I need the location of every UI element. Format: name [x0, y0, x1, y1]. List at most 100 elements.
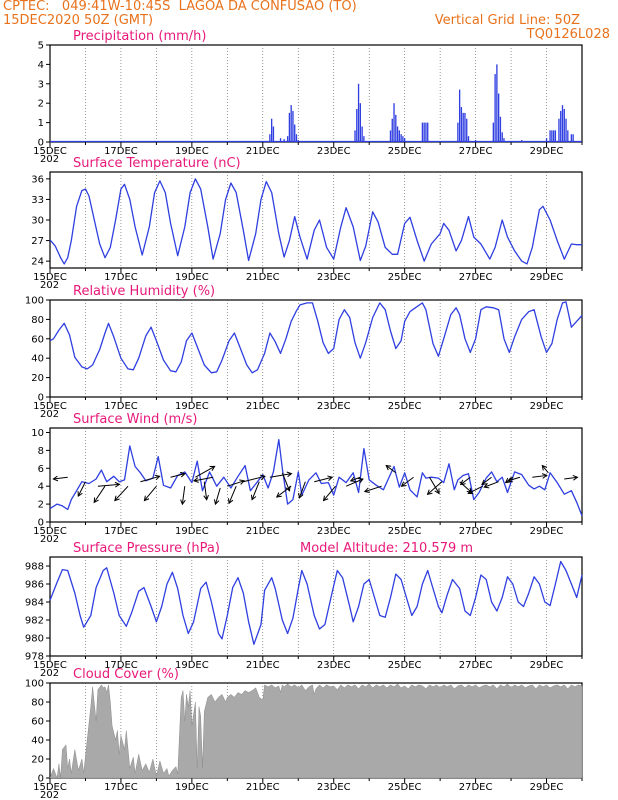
precip-bar: [393, 103, 395, 142]
precip-bar: [292, 110, 294, 142]
panel-2-ytick-label: 80: [31, 315, 44, 326]
wind-arrow-shaft: [114, 485, 129, 501]
panel-3-title: Surface Wind (m/s): [73, 412, 197, 427]
wind-arrow-head: [357, 478, 364, 484]
wind-arrow-shaft: [532, 474, 547, 478]
wind-arrow-shaft: [269, 473, 292, 478]
wind-arrow-shaft: [401, 476, 414, 487]
panel-2-xaxis-cut-label: 202: [40, 409, 59, 420]
precip-bar: [395, 114, 397, 142]
panel-5-xtick-label: 23DEC: [317, 782, 351, 793]
panel-2-ytick-label: 0: [38, 393, 44, 404]
panel-3-ytick-label: 4: [38, 482, 44, 493]
panel-5-xtick-label: 17DEC: [104, 782, 138, 793]
header-date-line: 15DEC2020 50Z (GMT): [3, 13, 154, 28]
header-model-code: TQ0126L028: [526, 27, 610, 42]
precip-bar: [286, 136, 289, 142]
panel-4-xtick-label: 27DEC: [459, 660, 493, 671]
panel-2-xtick-label: 23DEC: [317, 401, 351, 412]
panel-2-xtick-label: 25DEC: [388, 401, 422, 412]
wind-arrow-head: [180, 471, 186, 478]
wind-arrow-shaft: [93, 485, 106, 503]
wind-arrow-shaft: [195, 466, 215, 478]
wind-arrow-shaft: [350, 476, 361, 482]
panel-3-xtick-label: 19DEC: [175, 526, 209, 537]
wind-arrow-head: [504, 477, 511, 484]
wind-arrow-shaft: [481, 476, 492, 485]
precip-bar: [554, 130, 557, 142]
panel-3-series-line: [49, 438, 583, 516]
precip-bar: [467, 136, 470, 142]
header-grid-note: Vertical Grid Line: 50Z: [434, 13, 580, 28]
precip-bar: [398, 130, 401, 142]
wind-arrow-head: [93, 497, 99, 504]
precip-bar: [396, 126, 399, 142]
wind-arrow-head: [298, 492, 304, 499]
precip-bar: [561, 105, 564, 142]
panel-2-title: Relative Humidity (%): [73, 284, 215, 299]
panel-3-ytick-label: 0: [38, 518, 44, 529]
panel-3-frame: [49, 427, 583, 523]
precip-bar: [517, 141, 519, 142]
panel-1-ytick-label: 36: [31, 174, 44, 185]
panel-0-xtick-label: 29DEC: [530, 146, 564, 157]
wind-arrow-shaft: [468, 485, 483, 494]
panel-1-title: Surface Temperature (nC): [73, 156, 241, 171]
panel-5-xtick-label: 27DEC: [459, 782, 493, 793]
wind-arrow-head: [286, 471, 293, 478]
wind-arrow-head: [227, 498, 234, 505]
panel-3-ytick-label: 6: [38, 464, 44, 475]
panel-2-xtick-label: 17DEC: [104, 401, 138, 412]
panel-0-title: Precipitation (mm/h): [73, 29, 206, 44]
panel-4-annotation: Model Altitude: 210.579 m: [300, 541, 473, 556]
panel-1-xtick-label: 15DEC: [33, 272, 67, 283]
wind-arrow-shaft: [97, 483, 120, 487]
precip-bar: [496, 64, 498, 142]
precip-bar: [466, 118, 468, 142]
precip-bar: [462, 112, 464, 142]
precip-bar: [404, 138, 406, 142]
wind-arrow-head: [327, 475, 334, 481]
precip-bar: [297, 140, 299, 142]
panel-1-series-line: [49, 178, 582, 265]
precip-bar: [290, 105, 292, 142]
precip-bar: [572, 134, 574, 142]
panel-0-xaxis-cut-label: 202: [40, 154, 59, 165]
precip-bar: [457, 122, 459, 142]
panel-1-xtick-label: 17DEC: [104, 272, 138, 283]
precip-bar: [425, 122, 427, 142]
wind-arrow-shaft: [193, 476, 214, 482]
wind-arrow-head: [275, 492, 282, 498]
panel-4-xtick-label: 23DEC: [317, 660, 351, 671]
wind-arrow-head: [77, 491, 83, 498]
panel-5-xtick-label: 29DEC: [530, 782, 564, 793]
precip-bar: [501, 132, 503, 142]
wind-arrow-shaft: [541, 465, 549, 474]
panel-2-xtick-label: 27DEC: [459, 401, 493, 412]
panel-1-xtick-label: 21DEC: [246, 272, 280, 283]
precip-bar: [363, 136, 365, 142]
wind-arrow-shaft: [507, 476, 521, 482]
panel-2-ytick-label: 20: [31, 373, 44, 384]
precip-bar: [458, 89, 461, 142]
wind-arrow-head: [541, 473, 548, 479]
panel-4-ytick-label: 986: [25, 580, 44, 591]
panel-1-ytick-label: 30: [31, 216, 44, 227]
wind-arrow-shaft: [251, 481, 260, 500]
panel-2-frame: [49, 299, 583, 398]
precip-bar: [354, 130, 356, 142]
precip-bar: [492, 122, 494, 142]
panel-2-xtick-label: 15DEC: [33, 401, 67, 412]
panel-3-ytick-label: 8: [38, 446, 44, 457]
wind-arrow-shaft: [228, 485, 237, 504]
precip-bar: [294, 124, 296, 142]
panel-3-xtick-label: 15DEC: [33, 526, 67, 537]
panel-5-ytick-label: 40: [31, 736, 44, 747]
wind-arrow-shaft: [385, 465, 397, 474]
panel-2-ytick-label: 60: [31, 334, 44, 345]
panel-3-xaxis-cut-label: 202: [40, 534, 59, 545]
panel-0-ytick-label: 3: [38, 79, 44, 90]
precip-bar: [288, 112, 291, 142]
panel-2-ytick-label: 100: [25, 296, 44, 307]
